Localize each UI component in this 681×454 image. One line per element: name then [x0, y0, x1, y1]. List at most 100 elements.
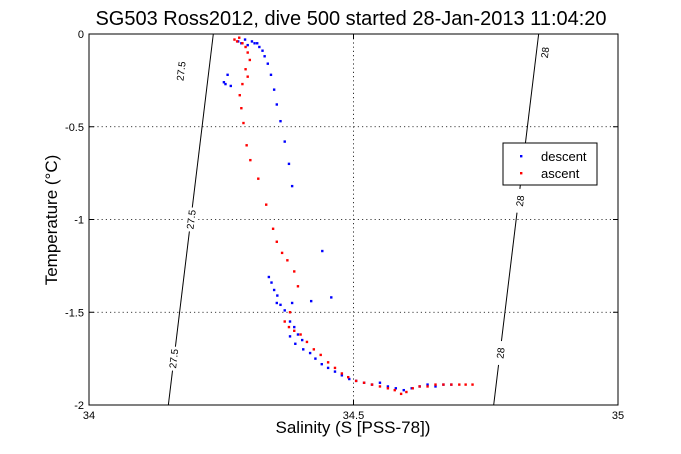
data-point-descent — [302, 348, 305, 351]
contour-label-gap — [537, 39, 553, 66]
data-point-ascent — [288, 311, 292, 314]
data-point-ascent — [354, 379, 358, 383]
data-point-descent — [287, 162, 291, 166]
data-point-ascent — [280, 251, 284, 255]
y-tick-label: -1 — [74, 215, 84, 227]
data-point-ascent — [293, 329, 296, 332]
contour-label-gap — [512, 188, 528, 214]
data-point-descent — [256, 42, 259, 45]
data-point-ascent — [326, 361, 330, 364]
legend: descent ascent — [502, 142, 598, 186]
data-point-ascent — [233, 38, 236, 41]
axis-ticks: 34 34.5 35 0 -0.5 -1 -1.5 -2 — [65, 29, 624, 422]
x-tick-label: 34.5 — [343, 410, 364, 422]
data-point-ascent — [246, 75, 249, 78]
legend-marker-descent — [520, 155, 523, 158]
chart-title: SG503 Ross2012, dive 500 started 28-Jan-… — [95, 8, 606, 30]
data-point-ascent — [271, 227, 275, 230]
contour-label-gap — [166, 345, 182, 372]
data-point-descent — [275, 103, 278, 106]
data-point-descent — [290, 301, 294, 305]
x-axis-label: Salinity (S [PSS-78]) — [276, 418, 431, 437]
data-point-ascent — [312, 348, 316, 351]
data-point-descent — [276, 294, 279, 297]
contour-label-gap — [173, 58, 189, 84]
data-point-ascent — [362, 381, 366, 384]
data-point-descent — [243, 38, 247, 41]
data-point-descent — [340, 374, 344, 377]
data-point-ascent — [471, 383, 474, 386]
data-point-ascent — [347, 375, 350, 379]
data-point-ascent — [319, 353, 322, 357]
x-tick-label: 35 — [612, 410, 624, 422]
data-point-ascent — [411, 387, 414, 390]
data-point-descent — [261, 49, 264, 52]
data-point-ascent — [244, 45, 247, 49]
data-point-descent — [300, 338, 304, 342]
plot-area: 27.5 27.5 27.5 28 28 28 34 34.5 35 0 -0.5 -1 -1.5 -2 — [65, 29, 624, 422]
grid-lines — [89, 34, 618, 405]
data-point-ascent — [235, 40, 239, 43]
data-point-ascent — [265, 203, 268, 206]
data-point-ascent — [242, 121, 245, 125]
y-tick-label: -1.5 — [65, 307, 84, 319]
data-point-descent — [309, 299, 313, 303]
data-point-descent — [258, 45, 261, 49]
data-point-descent — [314, 357, 317, 360]
x-tick-label: 34 — [83, 410, 95, 422]
data-point-descent — [378, 381, 382, 384]
data-point-ascent — [305, 340, 309, 344]
data-point-ascent — [241, 82, 244, 86]
data-point-descent — [333, 370, 337, 373]
contour-label: 27.5 — [175, 60, 188, 81]
data-point-ascent — [450, 383, 453, 386]
data-point-descent — [394, 387, 398, 390]
data-point-ascent — [246, 51, 249, 54]
data-point-descent — [288, 320, 292, 323]
data-point-descent — [269, 73, 273, 77]
data-points — [222, 36, 474, 396]
contour-label: 27.5 — [185, 209, 198, 230]
data-point-ascent — [275, 240, 278, 243]
contour-label-gap — [493, 340, 508, 366]
data-point-ascent — [434, 383, 437, 386]
data-point-descent — [266, 62, 270, 65]
data-point-descent — [270, 281, 273, 284]
legend-box — [502, 142, 598, 186]
y-tick-label: -2 — [74, 400, 84, 412]
data-point-descent — [267, 275, 271, 279]
data-point-descent — [272, 288, 276, 292]
data-point-descent — [288, 335, 292, 338]
data-point-descent — [224, 82, 227, 86]
data-point-ascent — [426, 385, 429, 388]
data-point-ascent — [378, 385, 382, 388]
data-point-descent — [229, 84, 232, 88]
contour-label: 28 — [495, 347, 507, 360]
data-point-descent — [226, 73, 229, 77]
contour-label: 27.5 — [168, 348, 181, 369]
data-point-ascent — [249, 158, 252, 162]
data-point-ascent — [245, 144, 248, 147]
y-axis-label: Temperature (°C) — [42, 155, 61, 286]
density-contours: 27.5 27.5 27.5 28 28 28 — [166, 33, 553, 406]
data-point-ascent — [405, 390, 408, 394]
data-point-descent — [402, 388, 405, 392]
data-point-ascent — [340, 372, 344, 375]
data-point-ascent — [286, 259, 289, 262]
data-point-descent — [253, 42, 256, 45]
data-point-ascent — [299, 333, 302, 336]
data-point-descent — [294, 342, 297, 345]
data-point-descent — [320, 362, 323, 366]
data-point-ascent — [393, 388, 396, 392]
data-point-ascent — [240, 107, 243, 110]
data-point-descent — [348, 377, 351, 381]
data-point-descent — [246, 43, 249, 47]
data-point-ascent — [257, 177, 260, 180]
data-point-descent — [279, 119, 282, 123]
contour-label: 28 — [515, 194, 527, 207]
data-point-descent — [250, 40, 254, 43]
data-point-descent — [386, 385, 390, 388]
data-point-descent — [426, 383, 429, 386]
data-point-ascent — [241, 42, 244, 45]
y-tick-label: 0 — [78, 29, 84, 41]
